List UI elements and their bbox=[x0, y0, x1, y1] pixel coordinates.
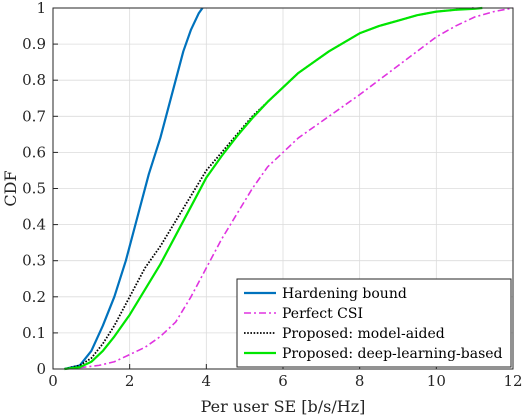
y-tick-label: 0.7 bbox=[22, 107, 46, 125]
y-tick-label: 0.3 bbox=[22, 252, 46, 270]
y-tick-label: 0.5 bbox=[22, 180, 46, 198]
y-tick-label: 0 bbox=[36, 360, 46, 378]
legend-label-2: Proposed: model-aided bbox=[282, 326, 445, 342]
x-tick-label: 8 bbox=[355, 372, 365, 390]
y-tick-label: 0.4 bbox=[22, 216, 46, 234]
x-tick-label: 10 bbox=[427, 372, 446, 390]
x-tick-label: 12 bbox=[503, 372, 522, 390]
series-line-1 bbox=[64, 7, 514, 370]
legend-label-0: Hardening bound bbox=[282, 286, 407, 302]
series-lines bbox=[64, 6, 514, 371]
x-axis-label: Per user SE [b/s/Hz] bbox=[201, 397, 366, 416]
legend-label-1: Perfect CSI bbox=[282, 306, 363, 322]
x-tick-label: 4 bbox=[202, 372, 212, 390]
series-line-3 bbox=[64, 6, 483, 371]
y-axis-label: CDF bbox=[1, 170, 20, 206]
y-tick-label: 0.2 bbox=[22, 288, 46, 306]
series-line-0 bbox=[64, 7, 204, 371]
y-tick-label: 0.6 bbox=[22, 143, 46, 161]
x-tick-label: 6 bbox=[278, 372, 288, 390]
legend-box bbox=[236, 278, 512, 368]
x-tick-label: 2 bbox=[125, 372, 135, 390]
y-tick-label: 0.1 bbox=[22, 324, 46, 342]
y-tick-label: 1 bbox=[36, 0, 46, 17]
x-tick-label: 0 bbox=[48, 372, 58, 390]
legend-label-3: Proposed: deep-learning-based bbox=[282, 346, 503, 362]
legend: Hardening bound Perfect CSI Proposed: mode… bbox=[236, 278, 512, 368]
y-tick-label: 0.8 bbox=[22, 71, 46, 89]
axis-ticks: 0 2 4 6 8 10 12 0 0.1 0.2 0.3 0.4 0.5 0.6 0.7 0.8 0.9 1 bbox=[22, 0, 522, 390]
y-tick-label: 0.9 bbox=[22, 35, 46, 53]
